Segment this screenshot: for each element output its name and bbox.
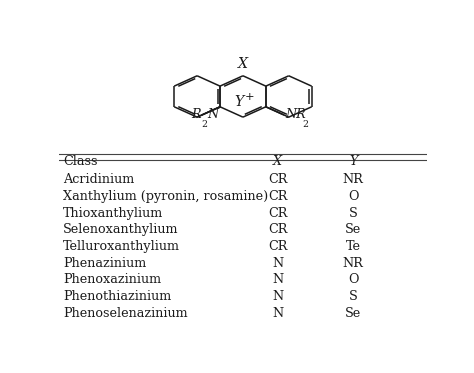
Text: O: O [348, 190, 358, 203]
Text: Se: Se [345, 223, 361, 236]
Text: +: + [245, 92, 255, 102]
Text: S: S [349, 207, 357, 220]
Text: Telluroxanthylium: Telluroxanthylium [63, 240, 180, 253]
Text: CR: CR [268, 223, 288, 236]
Text: X: X [238, 57, 248, 70]
Text: N: N [272, 290, 283, 303]
Text: Y: Y [235, 95, 244, 109]
Text: Acridinium: Acridinium [63, 173, 134, 186]
Text: O: O [348, 273, 358, 286]
Text: Xanthylium (pyronin, rosamine): Xanthylium (pyronin, rosamine) [63, 190, 268, 203]
Text: N: N [207, 108, 219, 121]
Text: N: N [272, 257, 283, 270]
Text: Phenothiazinium: Phenothiazinium [63, 290, 171, 303]
Text: Selenoxanthylium: Selenoxanthylium [63, 223, 178, 236]
Text: CR: CR [268, 173, 288, 186]
Text: NR: NR [343, 257, 364, 270]
Text: Phenoselenazinium: Phenoselenazinium [63, 307, 188, 320]
Text: NR: NR [285, 108, 306, 121]
Text: CR: CR [268, 240, 288, 253]
Text: NR: NR [343, 173, 364, 186]
Text: CR: CR [268, 190, 288, 203]
Text: X: X [273, 154, 283, 167]
Text: Y: Y [349, 154, 357, 167]
Text: S: S [349, 290, 357, 303]
Text: Phenoxazinium: Phenoxazinium [63, 273, 161, 286]
Text: N: N [272, 273, 283, 286]
Text: CR: CR [268, 207, 288, 220]
Text: Phenazinium: Phenazinium [63, 257, 146, 270]
Text: 2: 2 [201, 120, 208, 129]
Text: N: N [272, 307, 283, 320]
Text: R: R [191, 108, 201, 121]
Text: 2: 2 [302, 120, 309, 129]
Text: Class: Class [63, 154, 98, 167]
Text: Se: Se [345, 307, 361, 320]
Text: Te: Te [346, 240, 361, 253]
Text: Thioxanthylium: Thioxanthylium [63, 207, 163, 220]
